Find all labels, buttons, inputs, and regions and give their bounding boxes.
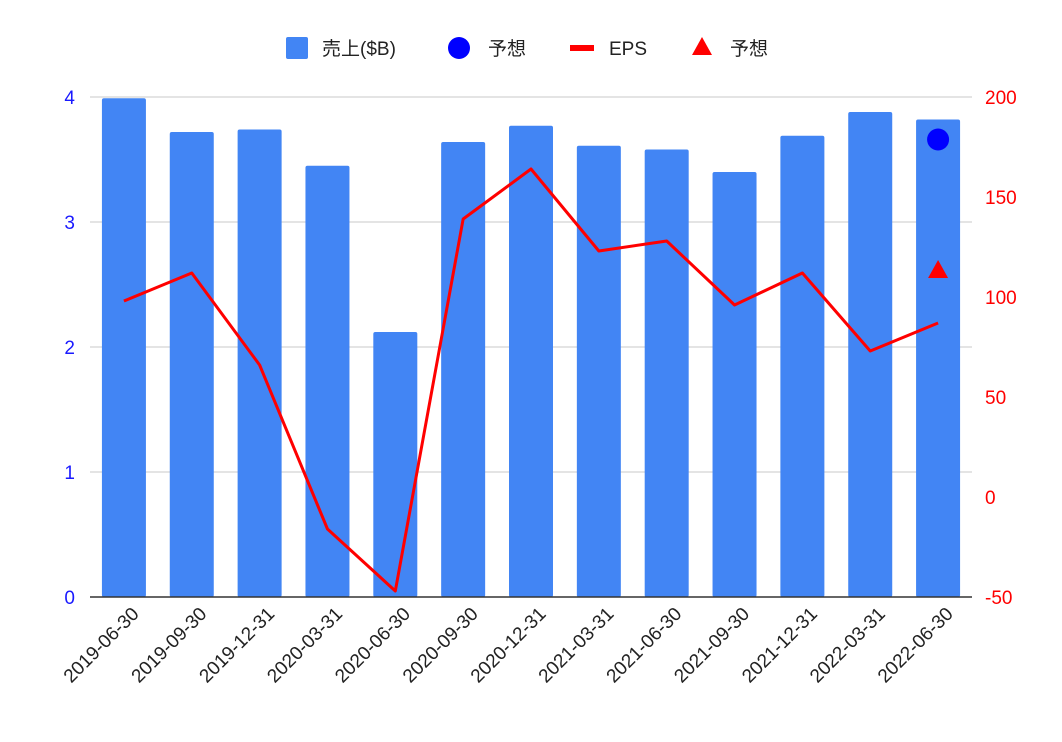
legend-label-forecast-eps: 予想 bbox=[730, 38, 768, 60]
y-right-tick-label: -50 bbox=[985, 588, 1012, 609]
legend-label-eps: EPS bbox=[609, 39, 647, 60]
y-left-tick-label: 1 bbox=[64, 463, 75, 484]
revenue-bar bbox=[916, 119, 961, 597]
revenue-bar bbox=[169, 132, 214, 597]
y-left-tick-label: 0 bbox=[64, 588, 75, 609]
y-right-tick-label: 0 bbox=[985, 488, 996, 509]
revenue-bar bbox=[644, 149, 689, 597]
revenue-bar bbox=[441, 142, 486, 597]
revenue-bar bbox=[712, 172, 757, 597]
y-right-tick-label: 150 bbox=[985, 188, 1017, 209]
legend-swatch-revenue bbox=[286, 37, 308, 59]
revenue-bar bbox=[373, 332, 418, 597]
legend-swatch-eps bbox=[570, 45, 594, 51]
revenue-bar bbox=[509, 125, 553, 597]
eps-line bbox=[123, 167, 939, 593]
legend: 売上($B) 予想 EPS 予想 bbox=[286, 37, 768, 60]
y-left-tick-label: 3 bbox=[64, 213, 75, 234]
axes: 01234-500501001502002019-06-302019-09-30… bbox=[60, 88, 1017, 687]
revenue-bar bbox=[780, 135, 825, 597]
revenue-bar bbox=[101, 98, 146, 597]
forecast-eps-marker bbox=[928, 260, 949, 278]
y-right-tick-label: 50 bbox=[985, 388, 1006, 409]
revenue-bar bbox=[305, 165, 350, 597]
forecast-markers bbox=[927, 128, 950, 278]
line-series bbox=[123, 167, 939, 593]
y-right-tick-label: 200 bbox=[985, 88, 1017, 109]
y-right-tick-label: 100 bbox=[985, 288, 1017, 309]
revenue-bar bbox=[576, 145, 621, 597]
legend-swatch-forecast-revenue bbox=[448, 37, 470, 59]
forecast-revenue-marker bbox=[927, 128, 950, 151]
legend-label-revenue: 売上($B) bbox=[322, 38, 396, 60]
y-left-tick-label: 4 bbox=[64, 88, 75, 109]
legend-label-forecast-revenue: 予想 bbox=[488, 38, 526, 60]
y-left-tick-label: 2 bbox=[64, 338, 75, 359]
legend-swatch-forecast-eps bbox=[692, 37, 712, 55]
revenue-bar bbox=[848, 112, 893, 597]
bar-series bbox=[101, 98, 961, 597]
